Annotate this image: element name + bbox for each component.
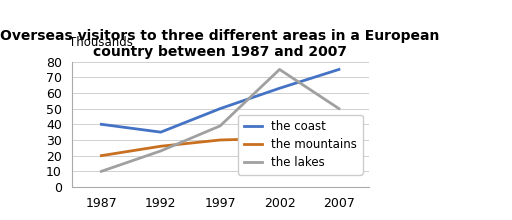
the coast: [336, 68, 342, 71]
Line: the coast: the coast: [101, 70, 339, 132]
the lakes: [217, 125, 223, 127]
the coast: [158, 131, 164, 134]
the mountains: [217, 139, 223, 141]
the coast: [217, 107, 223, 110]
the coast: [98, 123, 104, 126]
the lakes: [158, 150, 164, 152]
the mountains: [158, 145, 164, 148]
Line: the mountains: the mountains: [101, 130, 339, 156]
Legend: the coast, the mountains, the lakes: the coast, the mountains, the lakes: [238, 115, 362, 175]
the mountains: [276, 137, 283, 140]
the mountains: [336, 129, 342, 132]
the mountains: [98, 154, 104, 157]
the lakes: [336, 107, 342, 110]
the lakes: [276, 68, 283, 71]
Line: the lakes: the lakes: [101, 70, 339, 171]
the lakes: [98, 170, 104, 173]
Title: Overseas visitors to three different areas in a European
country between 1987 an: Overseas visitors to three different are…: [1, 29, 440, 59]
Text: Thousands: Thousands: [69, 36, 133, 49]
the coast: [276, 87, 283, 90]
